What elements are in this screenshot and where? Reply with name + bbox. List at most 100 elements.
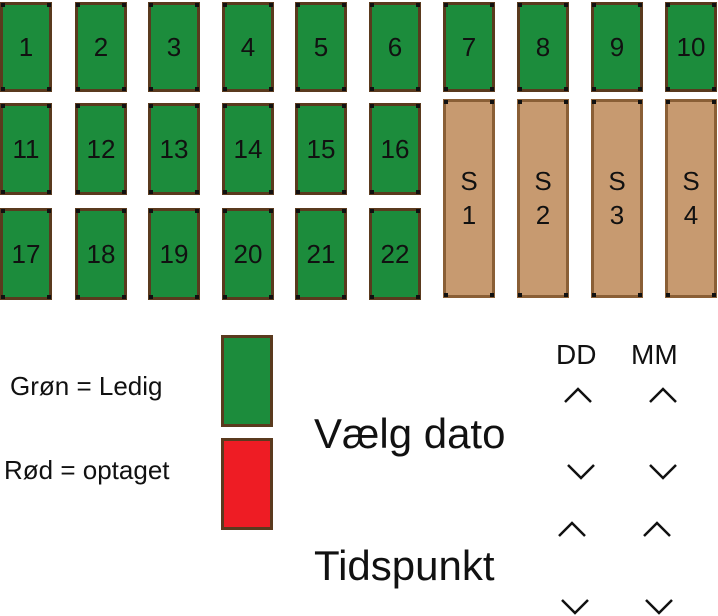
slot-corner-mark: [712, 3, 716, 7]
month-up-chevron-icon[interactable]: [648, 386, 678, 404]
slot-corner-mark: [195, 87, 199, 91]
slot-corner-mark: [149, 209, 153, 213]
parking-slot-14[interactable]: 14: [222, 103, 274, 195]
slot-corner-mark: [342, 3, 346, 7]
time-picker-label: Tidspunkt: [314, 542, 495, 589]
parking-slot-15[interactable]: 15: [295, 103, 347, 195]
slot-corner-mark: [416, 104, 420, 108]
slot-corner-mark: [370, 87, 374, 91]
parking-slot-19[interactable]: 19: [148, 208, 200, 300]
parking-slot-6[interactable]: 6: [369, 2, 421, 92]
slot-corner-mark: [296, 3, 300, 7]
slot-corner-mark: [47, 87, 51, 91]
parking-slot-7[interactable]: 7: [443, 2, 495, 92]
slot-corner-mark: [1, 190, 5, 194]
slot-corner-mark: [444, 100, 448, 104]
slot-corner-mark: [195, 190, 199, 194]
slot-number: 8: [535, 32, 551, 62]
slot-corner-mark: [47, 190, 51, 194]
special-slot-s3[interactable]: S 3: [591, 99, 643, 298]
slot-corner-mark: [1, 87, 5, 91]
slot-corner-mark: [490, 100, 494, 104]
slot-corner-mark: [76, 190, 80, 194]
slot-corner-mark: [444, 87, 448, 91]
slot-corner-mark: [296, 295, 300, 299]
slot-corner-mark: [47, 3, 51, 7]
slot-corner-mark: [223, 295, 227, 299]
slot-number: 7: [461, 32, 477, 62]
slot-number: 16: [380, 134, 410, 164]
slot-corner-mark: [490, 293, 494, 297]
slot-corner-mark: [269, 104, 273, 108]
parking-slot-12[interactable]: 12: [75, 103, 127, 195]
hour-up-chevron-icon[interactable]: [557, 520, 587, 538]
slot-corner-mark: [195, 295, 199, 299]
slot-number: 13: [159, 134, 189, 164]
day-column-header: DD: [556, 339, 597, 370]
slot-corner-mark: [1, 104, 5, 108]
slot-corner-mark: [269, 3, 273, 7]
minute-up-chevron-icon[interactable]: [642, 520, 672, 538]
month-column-header: MM: [631, 339, 678, 370]
parking-slot-5[interactable]: 5: [295, 2, 347, 92]
parking-slot-13[interactable]: 13: [148, 103, 200, 195]
slot-corner-mark: [592, 3, 596, 7]
slot-corner-mark: [592, 293, 596, 297]
slot-corner-mark: [122, 190, 126, 194]
parking-slot-16[interactable]: 16: [369, 103, 421, 195]
slot-number: 21: [306, 239, 336, 269]
day-down-chevron-icon[interactable]: [566, 463, 596, 481]
parking-slot-4[interactable]: 4: [222, 2, 274, 92]
slot-corner-mark: [76, 295, 80, 299]
slot-corner-mark: [122, 104, 126, 108]
slot-corner-mark: [416, 3, 420, 7]
legend-green-label: Grøn = Ledig: [10, 371, 163, 401]
parking-slot-17[interactable]: 17: [0, 208, 52, 300]
slot-number: 22: [380, 239, 410, 269]
slot-corner-mark: [76, 3, 80, 7]
month-down-chevron-icon[interactable]: [648, 463, 678, 481]
slot-number: 2: [93, 32, 109, 62]
legend-green-swatch: [221, 335, 273, 427]
slot-corner-mark: [47, 295, 51, 299]
slot-corner-mark: [666, 87, 670, 91]
special-slot-s4[interactable]: S 4: [665, 99, 717, 298]
slot-number: S 4: [682, 165, 700, 230]
parking-slot-3[interactable]: 3: [148, 2, 200, 92]
parking-slot-11[interactable]: 11: [0, 103, 52, 195]
parking-slot-18[interactable]: 18: [75, 208, 127, 300]
parking-slot-1[interactable]: 1: [0, 2, 52, 92]
date-picker-label: Vælg dato: [314, 410, 506, 457]
hour-down-chevron-icon[interactable]: [560, 598, 590, 616]
minute-down-chevron-icon[interactable]: [644, 598, 674, 616]
parking-slot-9[interactable]: 9: [591, 2, 643, 92]
parking-slot-10[interactable]: 10: [665, 2, 717, 92]
parking-slot-22[interactable]: 22: [369, 208, 421, 300]
slot-number: 20: [233, 239, 263, 269]
slot-corner-mark: [490, 87, 494, 91]
slot-corner-mark: [269, 209, 273, 213]
parking-slot-21[interactable]: 21: [295, 208, 347, 300]
slot-corner-mark: [47, 104, 51, 108]
slot-number: 1: [18, 32, 34, 62]
slot-corner-mark: [518, 3, 522, 7]
slot-number: 19: [159, 239, 189, 269]
slot-corner-mark: [638, 100, 642, 104]
slot-corner-mark: [592, 100, 596, 104]
parking-slot-8[interactable]: 8: [517, 2, 569, 92]
slot-corner-mark: [76, 104, 80, 108]
slot-corner-mark: [666, 3, 670, 7]
slot-corner-mark: [564, 87, 568, 91]
slot-corner-mark: [564, 100, 568, 104]
slot-number: 9: [609, 32, 625, 62]
special-slot-s1[interactable]: S 1: [443, 99, 495, 298]
parking-slot-2[interactable]: 2: [75, 2, 127, 92]
slot-corner-mark: [518, 87, 522, 91]
slot-number: 4: [240, 32, 256, 62]
slot-corner-mark: [296, 209, 300, 213]
special-slot-s2[interactable]: S 2: [517, 99, 569, 298]
slot-corner-mark: [416, 209, 420, 213]
day-up-chevron-icon[interactable]: [563, 386, 593, 404]
parking-slot-20[interactable]: 20: [222, 208, 274, 300]
slot-corner-mark: [47, 209, 51, 213]
